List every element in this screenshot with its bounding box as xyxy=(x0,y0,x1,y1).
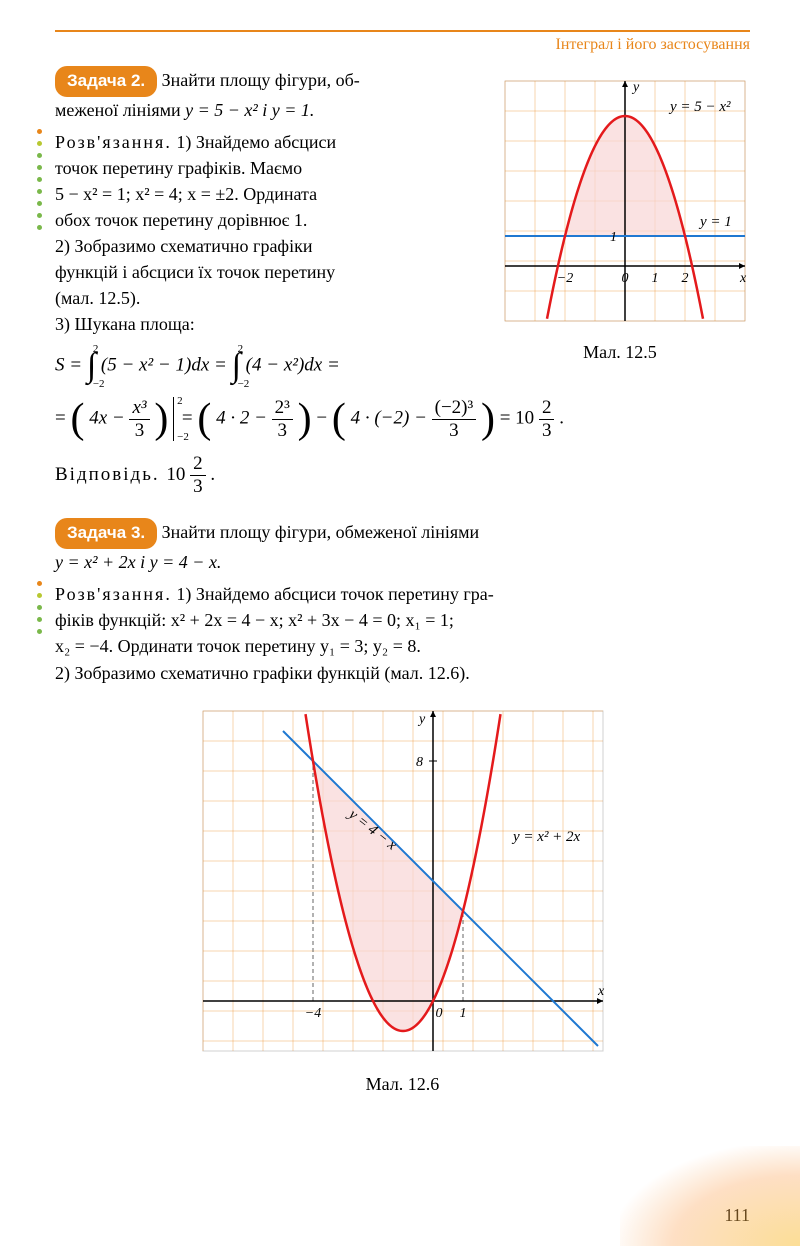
svg-text:−2: −2 xyxy=(557,271,573,286)
eq2-minus: − xyxy=(316,408,327,429)
eq-lim-b2: −2 xyxy=(238,378,250,390)
solution-dots xyxy=(37,129,49,237)
afd: 3 xyxy=(190,476,206,498)
f1n: x³ xyxy=(129,397,149,420)
sol3-1b: фіків функцій: x² + 2x = 4 − x; x² + 3x … xyxy=(55,607,750,633)
f1d: 3 xyxy=(129,420,149,442)
eq1-int2: (4 − x²)dx = xyxy=(246,355,340,376)
page-decoration xyxy=(620,1146,800,1246)
eq2-p1: 4x − xyxy=(89,408,125,429)
svg-text:y: y xyxy=(417,712,426,727)
eq2-p2: 4 · 2 − xyxy=(216,408,267,429)
bar-t: 2 xyxy=(177,395,183,407)
svg-text:y: y xyxy=(631,80,640,95)
header-rule xyxy=(55,30,750,32)
chart-2: −4018xyy = x² + 2xy = 4 − x Мал. 12.6 xyxy=(55,701,750,1095)
sol3-1c: x₂ = −4. Ординати точок перетину y₁ = 3;… xyxy=(55,633,750,659)
sol-2b: функцій і абсциси їх точок перетину xyxy=(55,259,465,285)
chart-1: −2 0 1 2 1 x y y = 5 − x² y = 1 Мал. 12.5 xyxy=(490,71,750,363)
eq1-int1: (5 − x² − 1)dx = xyxy=(101,355,227,376)
svg-text:1: 1 xyxy=(610,230,617,245)
sol3-2: 2) Зобразимо схематично графіки функцій … xyxy=(55,660,750,686)
sol-1c: 5 − x² = 1; x² = 4; x = ±2. Ордината xyxy=(55,181,465,207)
f2n: 2³ xyxy=(272,397,293,420)
answer-val: 10 xyxy=(166,464,185,485)
problem-2-statement-eq: y = 5 − x² і y = 1. xyxy=(185,100,314,120)
problem-2-statement-1: Знайти площу фігури, об- xyxy=(162,70,360,90)
chart-1-caption: Мал. 12.5 xyxy=(490,342,750,363)
problem-3: Задача 3. Знайти площу фігури, обмеженої… xyxy=(55,518,750,1094)
problem-3-statement: Знайти площу фігури, обмеженої лініями xyxy=(162,522,480,542)
svg-text:y = 5 − x²: y = 5 − x² xyxy=(668,99,731,115)
svg-text:y = x² + 2x: y = x² + 2x xyxy=(511,829,581,845)
solution-dots-3 xyxy=(37,581,49,641)
sol3-label: Розв'язання. xyxy=(55,584,172,604)
svg-text:y = 1: y = 1 xyxy=(698,214,732,230)
frn: 2 xyxy=(539,397,555,420)
eq-lim-b: −2 xyxy=(93,378,105,390)
svg-text:x: x xyxy=(739,271,747,286)
chart-2-caption: Мал. 12.6 xyxy=(55,1074,750,1095)
answer: Відповідь. 10 23 . xyxy=(55,453,750,498)
frd: 3 xyxy=(539,420,555,442)
eq-lim-t: 2 xyxy=(93,343,99,355)
sol-2c: (мал. 12.5). xyxy=(55,285,465,311)
svg-text:1: 1 xyxy=(459,1006,466,1021)
svg-text:2: 2 xyxy=(682,271,689,286)
problem-2: Задача 2. Знайти площу фігури, об- межен… xyxy=(55,66,750,498)
header-title: Інтеграл і його застосування xyxy=(55,36,750,54)
svg-text:1: 1 xyxy=(652,271,659,286)
svg-text:x: x xyxy=(597,984,605,999)
answer-label: Відповідь. xyxy=(55,464,166,485)
problem-2-badge: Задача 2. xyxy=(55,66,157,97)
eq2-dot: . xyxy=(559,408,564,429)
svg-text:8: 8 xyxy=(416,755,423,770)
solution-label: Розв'язання. xyxy=(55,132,172,152)
problem-2-statement-2: меженої лініями xyxy=(55,100,185,120)
sol-2a: 2) Зобразимо схематично графіки xyxy=(55,233,465,259)
f3n: (−2)³ xyxy=(432,397,477,420)
sol-3: 3) Шукана площа: xyxy=(55,311,465,337)
f2d: 3 xyxy=(272,420,293,442)
answer-dot: . xyxy=(210,464,215,485)
eq2-eq: = xyxy=(182,408,193,429)
equation-2: = ( 4x − x³3 ) 2 −2 = ( 4 · 2 − 2³3 ) − … xyxy=(55,395,750,443)
sol-1b: точок перетину графіків. Маємо xyxy=(55,155,465,181)
eq2-res: = 10 xyxy=(500,408,534,429)
sol-1d: обох точок перетину дорівнює 1. xyxy=(55,207,465,233)
eq2-p3: 4 · (−2) − xyxy=(351,408,427,429)
svg-text:−4: −4 xyxy=(304,1006,320,1021)
problem-3-badge: Задача 3. xyxy=(55,518,157,549)
afn: 2 xyxy=(190,453,206,476)
eq1-s: S = xyxy=(55,355,82,376)
svg-text:0: 0 xyxy=(622,271,629,286)
f3d: 3 xyxy=(432,420,477,442)
sol3-1a: 1) Знайдемо абсциси точок перетину гра- xyxy=(172,584,494,604)
eq-lim-t2: 2 xyxy=(238,343,244,355)
problem-3-eq: y = x² + 2x і y = 4 − x. xyxy=(55,549,750,575)
bar-b: −2 xyxy=(177,431,189,443)
svg-text:0: 0 xyxy=(435,1006,442,1021)
sol-1a: 1) Знайдемо абсциси xyxy=(172,132,336,152)
